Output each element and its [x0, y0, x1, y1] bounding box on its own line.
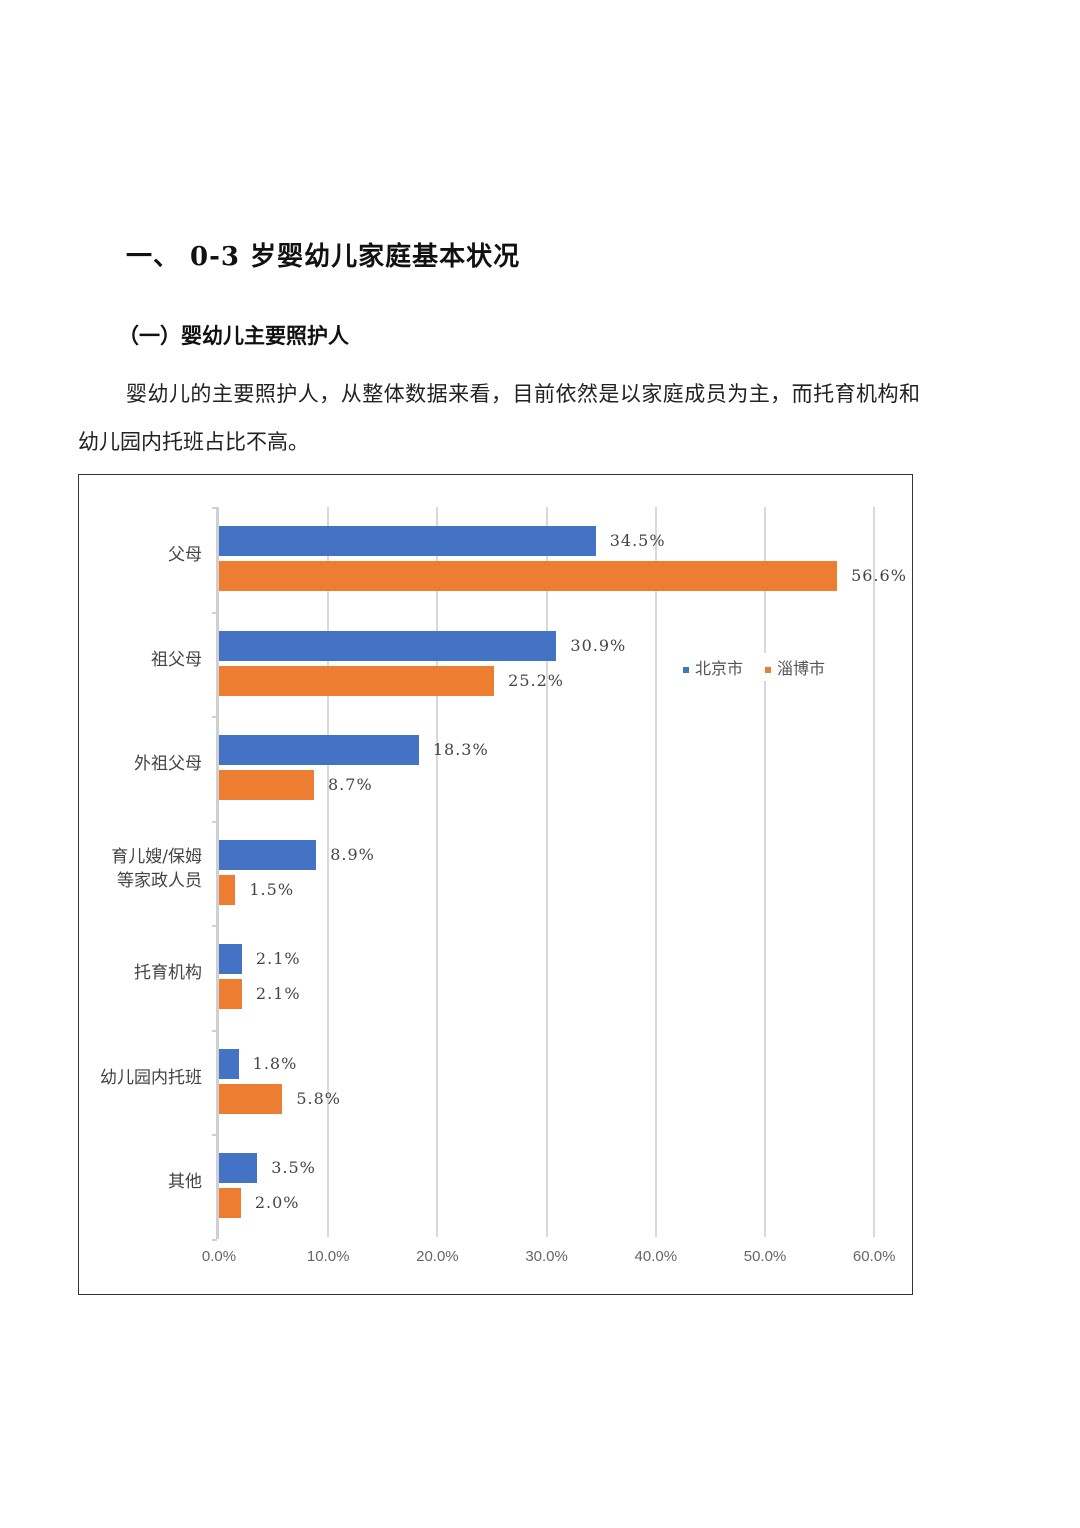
bar-beijing: [219, 630, 557, 661]
data-label: 30.9%: [570, 635, 627, 655]
data-label: 25.2%: [508, 670, 564, 690]
x-tick-label: 60.0%: [852, 1248, 896, 1265]
bar-beijing: [219, 735, 419, 765]
gridline: [764, 507, 766, 1237]
bar-zibo: [219, 1188, 241, 1218]
data-label: 2.1%: [255, 949, 301, 968]
data-label: 8.7%: [328, 775, 373, 794]
x-tick-label: 30.0%: [525, 1248, 568, 1265]
category-label-line: 外祖父母: [134, 754, 202, 775]
bar-beijing: [219, 526, 596, 556]
category-label: 托育机构: [72, 961, 202, 985]
caregiver-bar-chart: 0.0% 10.0% 20.0% 30.0% 40.0% 50.0% 60.0% 父母 34.5…: [78, 474, 913, 1295]
bar-zibo: [219, 770, 314, 800]
category-label: 幼儿园内托班: [72, 1066, 202, 1090]
data-label: 3.5%: [271, 1158, 316, 1177]
y-axis-line: [216, 507, 219, 1239]
section-heading: 一、 0-3 岁婴幼儿家庭基本状况: [126, 242, 521, 272]
x-tick-label: 50.0%: [743, 1248, 787, 1265]
category-label-line: 幼儿园内托班: [100, 1067, 202, 1088]
body-paragraph: 婴幼儿的主要照护人，从整体数据来看，目前依然是以家庭成员为主，而托育机构和幼儿园…: [78, 382, 920, 454]
x-tick-label: 10.0%: [306, 1248, 350, 1265]
bar-beijing: [219, 1153, 258, 1183]
gridline: [873, 507, 876, 1237]
subsection-heading: （一）婴幼儿主要照护人: [118, 323, 349, 348]
y-tick: [212, 507, 217, 509]
y-tick: [212, 1029, 217, 1032]
y-tick: [212, 1134, 217, 1136]
category-label-line: 父母: [168, 545, 202, 566]
x-tick-label: 40.0%: [634, 1248, 678, 1265]
category-label: 育儿嫂/保姆 等家政人员: [72, 845, 202, 893]
bar-zibo: [219, 874, 236, 905]
category-label: 外祖父母: [72, 752, 202, 776]
chart-legend: 北京市 淄博市: [679, 653, 852, 681]
legend-swatch-zibo: [765, 666, 772, 673]
bar-beijing: [219, 839, 317, 870]
data-label: 18.3%: [432, 740, 489, 759]
category-label-line: 育儿嫂/保姆: [111, 846, 202, 867]
legend-item-zibo: 淄博市: [765, 659, 825, 678]
category-label-line: 等家政人员: [117, 870, 202, 891]
data-label: 8.9%: [330, 844, 375, 864]
bar-zibo: [219, 561, 838, 591]
gridline: [545, 507, 548, 1237]
category-label-line: 其他: [168, 1172, 202, 1193]
gridline: [327, 507, 330, 1237]
bar-zibo: [219, 979, 242, 1009]
bar-zibo: [219, 1083, 283, 1114]
category-label: 其他: [72, 1170, 202, 1194]
data-label: 2.0%: [254, 1193, 300, 1212]
y-tick: [212, 716, 217, 718]
legend-swatch-beijing: [683, 666, 689, 673]
y-tick: [212, 1238, 217, 1241]
data-label: 56.6%: [851, 566, 907, 585]
bar-beijing: [219, 944, 242, 974]
data-label: 5.8%: [296, 1088, 341, 1108]
category-label-line: 祖父母: [151, 649, 202, 670]
bar-beijing: [219, 1048, 239, 1079]
gridline: [654, 507, 657, 1237]
y-tick: [212, 611, 217, 614]
category-label-line: 托育机构: [134, 963, 202, 984]
data-label: 34.5%: [609, 531, 666, 550]
bar-zibo: [219, 665, 495, 696]
x-tick-label: 20.0%: [416, 1248, 459, 1265]
y-tick: [212, 820, 217, 823]
category-label: 父母: [72, 543, 202, 567]
data-label: 2.1%: [255, 984, 301, 1003]
x-tick-label: 0.0%: [201, 1248, 237, 1265]
data-label: 1.5%: [249, 879, 295, 899]
gridline: [436, 507, 439, 1237]
data-label: 1.8%: [252, 1053, 298, 1073]
category-label: 祖父母: [72, 648, 202, 672]
y-tick: [212, 925, 217, 927]
legend-item-beijing: 北京市: [683, 659, 743, 678]
